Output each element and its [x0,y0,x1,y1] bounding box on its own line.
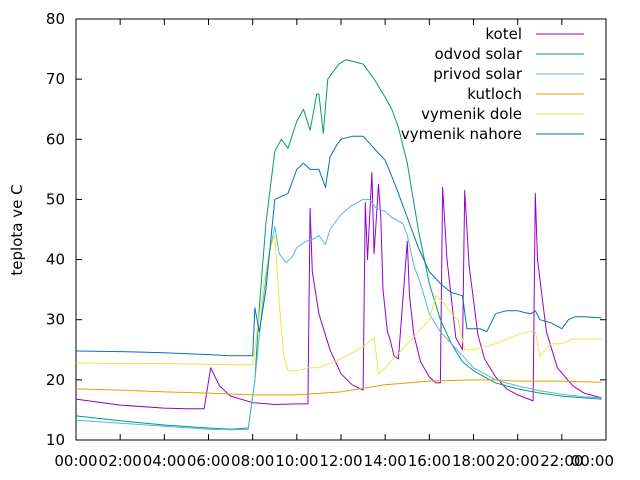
x-tick-label: 14:00 [364,452,407,470]
series-line-vymenik-nahore [75,135,602,357]
series-line-privod-solar [75,198,602,431]
plot-frame [75,18,607,441]
y-tick-label: 40 [46,251,65,269]
legend-label: vymenik nahore [401,125,522,143]
x-tick-label: 20:00 [496,452,539,470]
series-line-vymenik-dole [75,235,602,375]
y-tick-label: 70 [46,70,65,88]
legend-label: kutloch [467,85,522,103]
y-tick-label: 30 [46,311,65,329]
legend-label: vymenik dole [421,105,522,123]
y-axis: 10 20 30 40 50 60 70 80 [46,10,606,449]
x-tick-label: 16:00 [408,452,451,470]
x-tick-label: 06:00 [187,452,230,470]
legend-label: privod solar [433,65,523,83]
x-tick-label: 18:00 [452,452,495,470]
x-tick-label: 10:00 [275,452,318,470]
y-axis-label: teplota ve C [8,184,26,275]
x-tick-label: 02:00 [99,452,142,470]
x-tick-label: 00:00 [571,452,614,470]
y-tick-label: 20 [46,371,65,389]
series-line-odvod-solar [75,59,602,430]
x-tick-label: 00:00 [54,452,97,470]
series-line-kutloch [75,379,602,396]
series-line-kotel [75,171,602,410]
y-tick-label: 80 [46,10,65,28]
y-tick-label: 10 [46,431,65,449]
legend: kotel odvod solar privod solar kutloch vymen… [401,25,584,143]
y-tick-label: 50 [46,190,65,208]
x-tick-label: 22:00 [540,452,583,470]
x-tick-label: 08:00 [231,452,274,470]
x-axis: 00:00 02:00 04:00 06:00 08:00 10:00 12:00 14:00… [54,19,614,470]
y-tick-label: 60 [46,130,65,148]
x-tick-label: 12:00 [319,452,362,470]
series-layer [75,59,602,431]
legend-label: kotel [485,25,522,43]
x-tick-label: 04:00 [143,452,186,470]
legend-label: odvod solar [434,45,522,63]
